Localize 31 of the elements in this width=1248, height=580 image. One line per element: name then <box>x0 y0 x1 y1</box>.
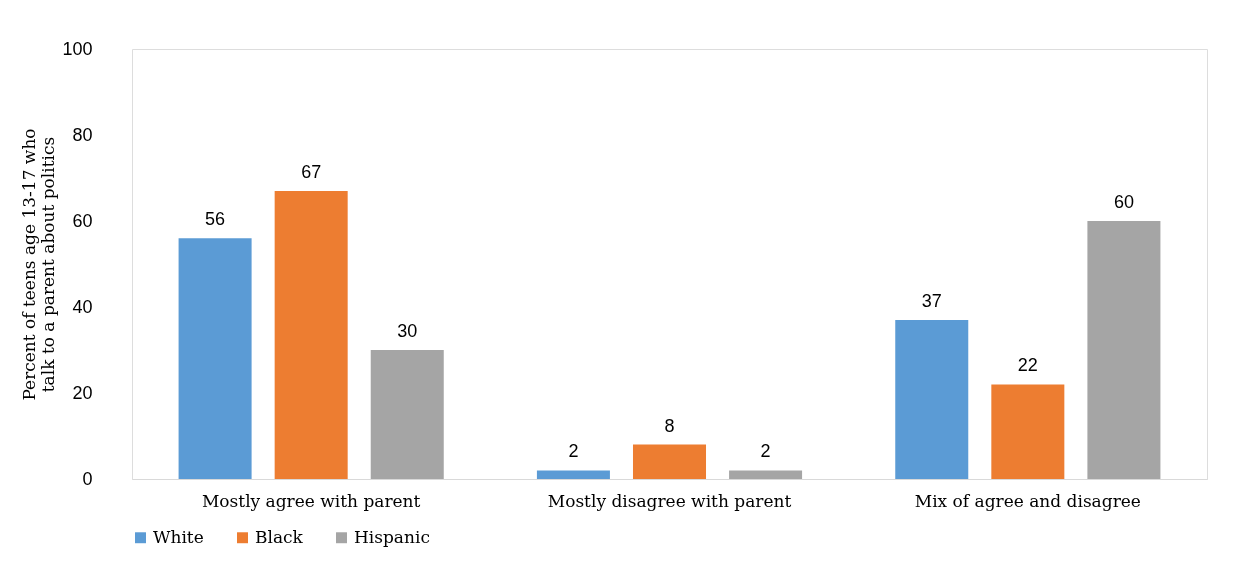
bar <box>991 384 1065 479</box>
y-tick-label: 80 <box>72 124 93 145</box>
bar <box>274 190 348 479</box>
x-tick-label: Mostly agree with parent <box>201 490 421 511</box>
data-label: 22 <box>1017 355 1038 376</box>
data-label: 67 <box>301 161 322 182</box>
bar <box>536 470 610 479</box>
bar <box>632 444 707 479</box>
y-tick-label: 100 <box>62 38 93 59</box>
legend-label: Hispanic <box>354 526 430 547</box>
data-label: 30 <box>397 321 418 341</box>
data-label: 2 <box>568 441 579 462</box>
legend-label: White <box>153 526 204 547</box>
y-tick-label: 0 <box>82 468 93 489</box>
data-label: 60 <box>1113 192 1134 212</box>
data-label: 37 <box>921 290 942 311</box>
x-tick-label: Mix of agree and disagree <box>914 490 1141 511</box>
bar <box>1087 221 1161 479</box>
data-label: 56 <box>205 209 226 230</box>
y-tick-label: 20 <box>72 382 93 403</box>
y-tick-label: 60 <box>72 210 93 231</box>
bar <box>895 319 969 479</box>
x-tick-label: Mostly disagree with parent <box>547 490 792 511</box>
bar <box>729 470 803 479</box>
data-label: 2 <box>760 441 771 462</box>
bar <box>370 350 444 479</box>
y-tick-label: 40 <box>72 296 93 317</box>
data-label: 8 <box>664 415 675 436</box>
y-axis-title: Percent of teens age 13-17 who talk to a parent about politics <box>19 128 59 401</box>
bar <box>178 238 252 479</box>
legend-label: Black <box>255 526 304 547</box>
